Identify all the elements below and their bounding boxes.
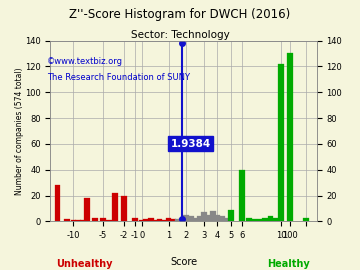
Text: Sector: Technology: Sector: Technology bbox=[131, 30, 229, 40]
Bar bbox=[268, 216, 274, 221]
Bar bbox=[219, 216, 225, 221]
Bar bbox=[144, 219, 149, 221]
Text: Unhealthy: Unhealthy bbox=[56, 259, 112, 269]
Bar bbox=[262, 218, 268, 221]
Bar bbox=[100, 218, 105, 221]
Bar bbox=[257, 219, 263, 221]
Bar bbox=[112, 193, 118, 221]
Bar bbox=[148, 218, 154, 221]
Bar bbox=[201, 212, 207, 221]
Text: Healthy: Healthy bbox=[267, 259, 310, 269]
Bar bbox=[273, 218, 279, 221]
Bar bbox=[92, 218, 98, 221]
Bar bbox=[84, 198, 90, 221]
Bar bbox=[287, 53, 293, 221]
Bar bbox=[80, 220, 85, 221]
Bar bbox=[188, 216, 194, 221]
Bar bbox=[106, 220, 112, 221]
Bar bbox=[175, 219, 180, 221]
Bar bbox=[179, 218, 185, 221]
Bar bbox=[161, 220, 167, 221]
Bar bbox=[121, 195, 127, 221]
Bar bbox=[71, 220, 76, 221]
Bar bbox=[152, 220, 158, 221]
Bar bbox=[252, 219, 257, 221]
Y-axis label: Number of companies (574 total): Number of companies (574 total) bbox=[14, 67, 23, 195]
Bar bbox=[210, 211, 216, 221]
Bar bbox=[55, 185, 60, 221]
Bar bbox=[192, 218, 198, 221]
Bar bbox=[278, 64, 284, 221]
Bar bbox=[157, 219, 162, 221]
Bar bbox=[215, 215, 220, 221]
Bar bbox=[139, 220, 145, 221]
X-axis label: Score: Score bbox=[170, 257, 197, 267]
Text: The Research Foundation of SUNY: The Research Foundation of SUNY bbox=[47, 73, 190, 82]
Bar bbox=[197, 216, 202, 221]
Text: Z''-Score Histogram for DWCH (2016): Z''-Score Histogram for DWCH (2016) bbox=[69, 8, 291, 21]
Bar bbox=[166, 218, 171, 221]
Bar bbox=[75, 220, 81, 221]
Bar bbox=[239, 170, 245, 221]
Text: 1.9384: 1.9384 bbox=[171, 139, 211, 149]
Bar bbox=[170, 219, 176, 221]
Bar bbox=[247, 218, 252, 221]
Bar bbox=[132, 218, 138, 221]
Bar bbox=[184, 215, 189, 221]
Bar bbox=[303, 218, 309, 221]
Bar bbox=[64, 219, 70, 221]
Bar bbox=[228, 210, 234, 221]
Bar bbox=[224, 218, 229, 221]
Text: ©www.textbiz.org: ©www.textbiz.org bbox=[47, 57, 123, 66]
Bar bbox=[206, 215, 211, 221]
